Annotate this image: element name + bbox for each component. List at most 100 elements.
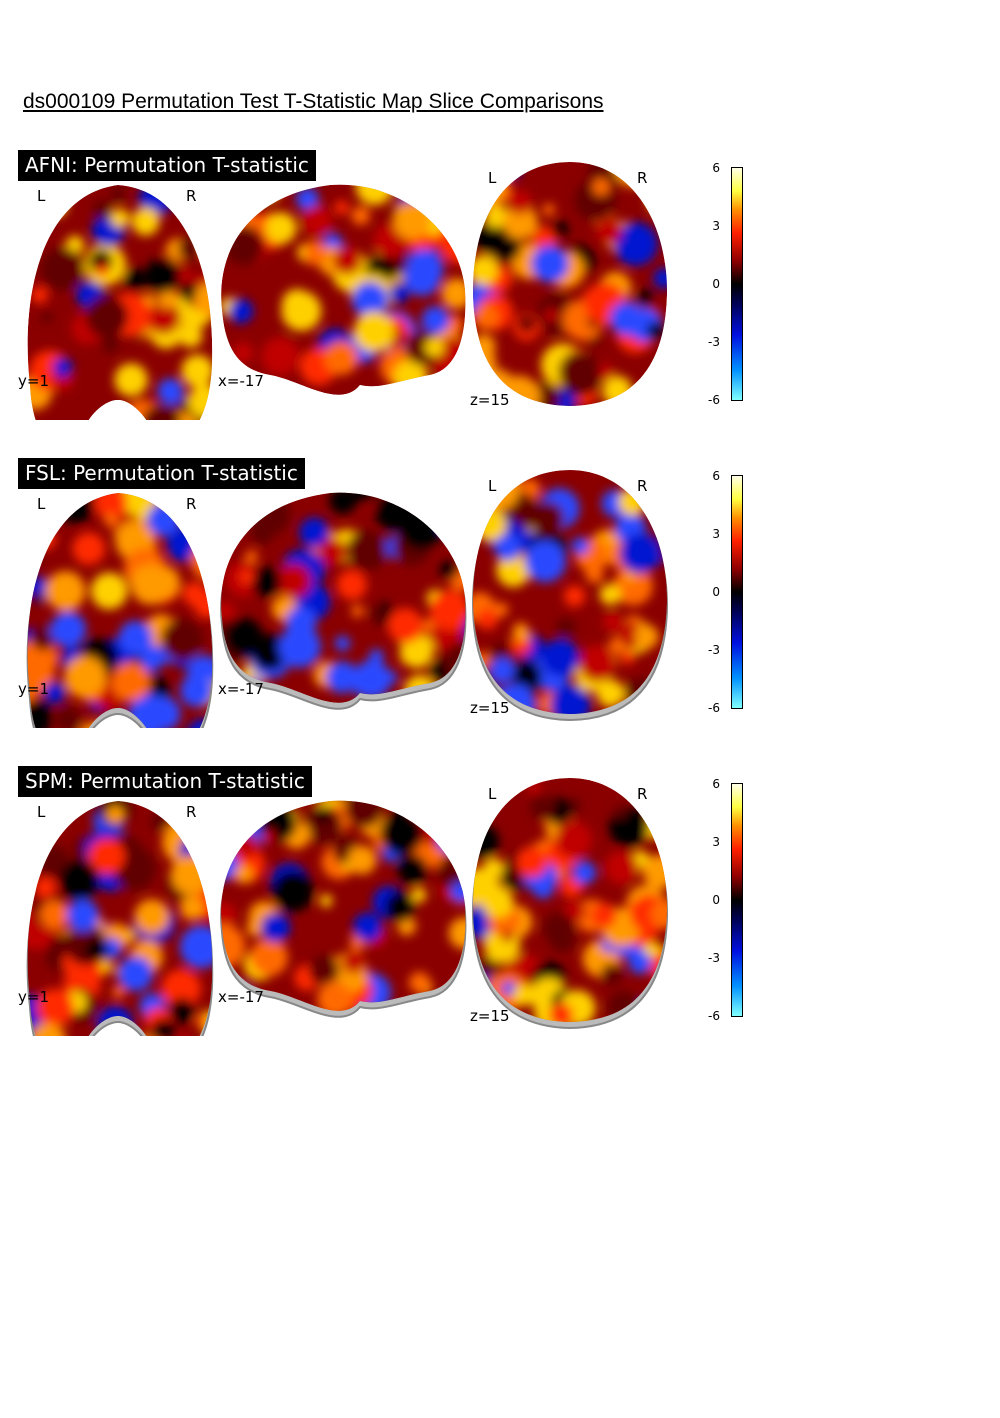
stat-blob [27,838,34,854]
stat-blob [158,288,179,309]
stat-blob [642,854,668,889]
coronal-left: L [37,495,46,513]
stat-blob [650,899,668,929]
stat-blob [304,806,343,844]
brain-images [26,778,669,1036]
stat-blob [333,246,362,275]
stat-blob [334,200,349,215]
colorbar-tick-label: -3 [708,335,720,349]
stat-blob [179,324,203,348]
stat-blob [389,283,409,304]
stat-blob [493,602,509,617]
stat-blob [221,199,245,236]
stat-blob [72,532,105,565]
stat-blob [66,899,99,932]
colorbar-tick-label: 0 [712,277,720,291]
stat-blob [591,903,617,929]
stat-blob [516,846,548,878]
stat-blob [250,566,282,597]
stat-blob [613,566,653,606]
stat-blob [411,887,427,903]
stat-blob [319,538,347,566]
stat-blob [426,195,449,218]
stat-map [221,492,466,703]
stat-map [27,493,213,728]
stat-blob [527,780,542,795]
stat-blob [285,606,317,638]
axial-left: L [488,169,497,187]
stat-blob [410,804,430,824]
axial-right: R [637,785,648,803]
stat-blob [186,718,213,728]
stat-blob [446,315,464,334]
stat-blob [513,984,535,1006]
stat-blob [278,625,321,668]
stat-blob [472,334,496,358]
colorbar [731,783,743,1017]
stat-blob [34,876,57,899]
stat-blob [40,900,69,929]
stat-blob [502,981,516,995]
stat-blob [393,201,432,240]
coronal-right: R [186,495,197,513]
stat-blob [59,860,100,900]
stat-blob [634,624,659,649]
stat-blob [503,162,521,179]
stat-blob [532,877,554,899]
stat-blob [481,885,514,918]
stat-blob [351,206,371,225]
stat-blob [27,678,38,704]
stat-blob [181,354,213,388]
brain-images [26,470,669,728]
stat-blob [555,617,577,638]
stat-blob [100,960,113,973]
stat-blob [92,199,113,220]
stat-blob [224,184,240,200]
stat-blob [154,185,177,203]
stat-blob [114,363,148,397]
stat-blob [646,778,661,786]
stat-blob [110,208,130,228]
stat-blob [399,507,443,550]
colorbar [731,475,743,709]
stat-blob [106,805,125,824]
stat-blob [472,359,487,375]
stat-blob [33,513,47,527]
stat-blob [621,651,635,665]
stat-blob [484,204,508,228]
stat-blob [245,550,258,563]
stat-blob [502,204,538,240]
stat-blob [551,220,568,238]
coronal-left: L [37,187,46,205]
stat-blob [45,801,70,821]
stat-blob [428,800,466,838]
coronal-coord: y=1 [18,988,49,1006]
stat-blob [221,800,245,832]
page-title: ds000109 Permutation Test T-Statistic Ma… [23,90,604,113]
stat-blob [334,635,351,652]
stat-blob [179,674,213,708]
stat-blob [324,341,359,376]
stat-blob [50,611,87,648]
stat-blob [529,501,565,536]
stat-blob [169,997,195,1023]
axial-left: L [488,477,497,495]
stat-blob [110,186,126,202]
stat-blob [558,351,600,393]
panel-label: SPM: Permutation T-statistic [18,766,312,797]
stat-blob [46,195,68,217]
stat-blob [599,583,621,606]
stat-blob [490,657,515,683]
stat-blob [571,537,590,555]
stat-blob [45,570,86,611]
stat-blob [190,541,213,581]
stat-blob [450,208,466,241]
stat-blob [335,495,349,509]
stat-blob [542,911,576,945]
axial-coord: z=15 [470,391,510,409]
stat-blob [221,197,231,222]
stat-blob [221,940,241,963]
stat-blob [496,552,531,588]
stat-blob [41,311,54,324]
